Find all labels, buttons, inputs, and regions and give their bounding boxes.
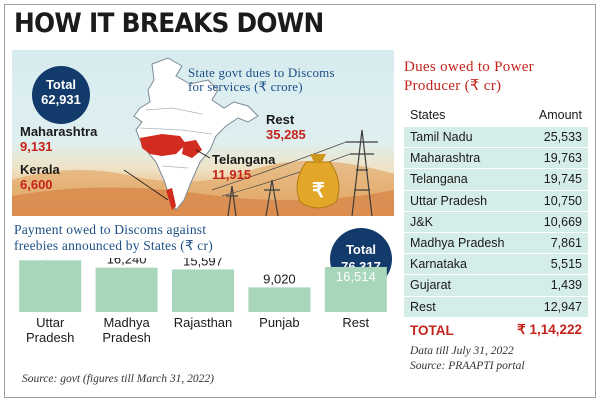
total-dues-value: 62,931 bbox=[41, 92, 81, 107]
table-cell-amount: 19,745 bbox=[510, 168, 588, 191]
state-label-maharashtra: Maharashtra bbox=[20, 124, 98, 139]
pylon-icons bbox=[226, 129, 378, 216]
bar-chart-title-line1: Payment owed to Discoms against bbox=[14, 222, 207, 237]
total-freebies-label: Total bbox=[345, 242, 377, 257]
table-cell-state: Telangana bbox=[404, 168, 511, 191]
table-cell-amount: 10,750 bbox=[510, 189, 588, 212]
kerala-pointer bbox=[123, 169, 169, 201]
bar bbox=[19, 260, 82, 312]
table-cell-state: Uttar Pradesh bbox=[404, 189, 511, 212]
power-producer-panel: Dues owed to Power Producer (₹ cr) State… bbox=[404, 58, 588, 374]
bar bbox=[95, 267, 158, 312]
table-row: Karnataka 5,515 bbox=[404, 253, 588, 275]
column-header-amount: Amount bbox=[510, 104, 588, 127]
bar bbox=[248, 287, 311, 312]
category-label: Uttar bbox=[36, 315, 65, 330]
map-title: State govt dues to Discoms for services … bbox=[188, 66, 335, 94]
category-label: Pradesh bbox=[26, 330, 74, 345]
table-cell-amount: 5,515 bbox=[510, 253, 588, 275]
category-label: Rest bbox=[342, 315, 369, 330]
table-source: Source: PRAAPTI portal bbox=[410, 360, 525, 373]
table-cell-state: Gujarat bbox=[404, 274, 511, 296]
state-value-maharashtra: 9,131 bbox=[20, 139, 53, 154]
table-total-value: ₹ 1,14,222 bbox=[510, 316, 588, 339]
state-value-telangana: 11,915 bbox=[212, 167, 252, 182]
category-label: Pradesh bbox=[102, 330, 150, 345]
bar-chart-title: Payment owed to Discoms against freebies… bbox=[14, 222, 334, 254]
table-row: Tamil Nadu 25,533 bbox=[404, 125, 588, 148]
table-cell-amount: 25,533 bbox=[510, 125, 588, 148]
map-illustration bbox=[12, 57, 394, 216]
bar bbox=[172, 269, 234, 312]
table-cell-state: Karnataka bbox=[404, 253, 511, 275]
table-note: Data till July 31, 2022 bbox=[410, 345, 514, 358]
state-value-kerala: 6,600 bbox=[20, 177, 53, 192]
category-label: Rajasthan bbox=[174, 315, 233, 330]
state-label-rest: Rest bbox=[266, 112, 295, 127]
telangana-shape bbox=[182, 140, 202, 158]
kerala-shape bbox=[166, 188, 176, 210]
table-total-label: TOTAL bbox=[404, 316, 511, 339]
power-lines bbox=[211, 141, 351, 197]
telangana-pointer bbox=[195, 149, 211, 159]
bar-chart-title-line2: freebies announced by States (₹ cr) bbox=[14, 238, 213, 253]
bar-chart-source: Source: govt (figures till March 31, 202… bbox=[22, 373, 214, 385]
bar bbox=[324, 266, 387, 312]
table-cell-amount: 12,947 bbox=[510, 295, 588, 318]
table-title-line1: Dues owed to Power bbox=[404, 59, 534, 75]
map-panel: Total 62,931 State govt dues to Discoms … bbox=[12, 50, 394, 216]
table-row: Maharashtra 19,763 bbox=[404, 147, 588, 169]
bar-value-label: 16,514 bbox=[336, 269, 376, 284]
headline: HOW IT BREAKS DOWN bbox=[14, 8, 324, 39]
column-header-states: States bbox=[404, 104, 511, 127]
table-row: Madhya Pradesh 7,861 bbox=[404, 231, 588, 254]
table-cell-state: Madhya Pradesh bbox=[404, 231, 511, 254]
table-total-row: TOTAL ₹ 1,14,222 bbox=[404, 316, 588, 339]
map-title-line1: State govt dues to Discoms bbox=[188, 65, 335, 80]
dues-table: States Amount Tamil Nadu 25,533 Maharashtr… bbox=[404, 104, 588, 339]
table-cell-state: Tamil Nadu bbox=[404, 125, 511, 148]
total-dues-label: Total bbox=[45, 77, 77, 92]
state-label-telangana: Telangana bbox=[212, 152, 276, 167]
table-row: Telangana 19,745 bbox=[404, 168, 588, 191]
freebies-bar-chart: 18,946UttarPradesh16,240MadhyaPradesh15,… bbox=[19, 258, 387, 345]
map-title-line2: for services (₹ crore) bbox=[188, 79, 303, 94]
table-row: J&K 10,669 bbox=[404, 210, 588, 233]
total-dues-badge: Total 62,931 bbox=[32, 66, 90, 124]
money-bag-icon bbox=[296, 154, 340, 209]
table-cell-amount: 10,669 bbox=[510, 210, 588, 233]
india-map-shape bbox=[133, 57, 259, 211]
bar-value-label: 16,240 bbox=[107, 258, 147, 267]
table-header-row: States Amount bbox=[404, 104, 588, 127]
table-cell-amount: 19,763 bbox=[510, 147, 588, 169]
bar-value-label: 18,946 bbox=[30, 258, 70, 259]
table-title-line2: Producer (₹ cr) bbox=[404, 78, 502, 94]
table-cell-amount: 1,439 bbox=[510, 274, 588, 296]
table-cell-state: Rest bbox=[404, 295, 511, 318]
table-notes: Data till July 31, 2022 Source: PRAAPTI … bbox=[404, 344, 588, 374]
table-cell-state: J&K bbox=[404, 210, 511, 233]
table-row: Gujarat 1,439 bbox=[404, 274, 588, 296]
bar-value-label: 9,020 bbox=[263, 271, 296, 286]
rupee-symbol: ₹ bbox=[312, 180, 325, 202]
ground-shape bbox=[12, 187, 394, 216]
table-row: Uttar Pradesh 10,750 bbox=[404, 189, 588, 212]
category-label: Madhya bbox=[103, 315, 150, 330]
state-value-rest: 35,285 bbox=[266, 127, 306, 142]
bar-value-label: 15,597 bbox=[183, 258, 223, 268]
table-title: Dues owed to Power Producer (₹ cr) bbox=[404, 58, 588, 96]
table-cell-amount: 7,861 bbox=[510, 231, 588, 254]
table-cell-state: Maharashtra bbox=[404, 147, 511, 169]
maharashtra-shape bbox=[140, 134, 186, 156]
category-label: Punjab bbox=[259, 315, 299, 330]
state-borders bbox=[139, 107, 213, 169]
state-label-kerala: Kerala bbox=[20, 162, 60, 177]
table-row: Rest 12,947 bbox=[404, 295, 588, 318]
